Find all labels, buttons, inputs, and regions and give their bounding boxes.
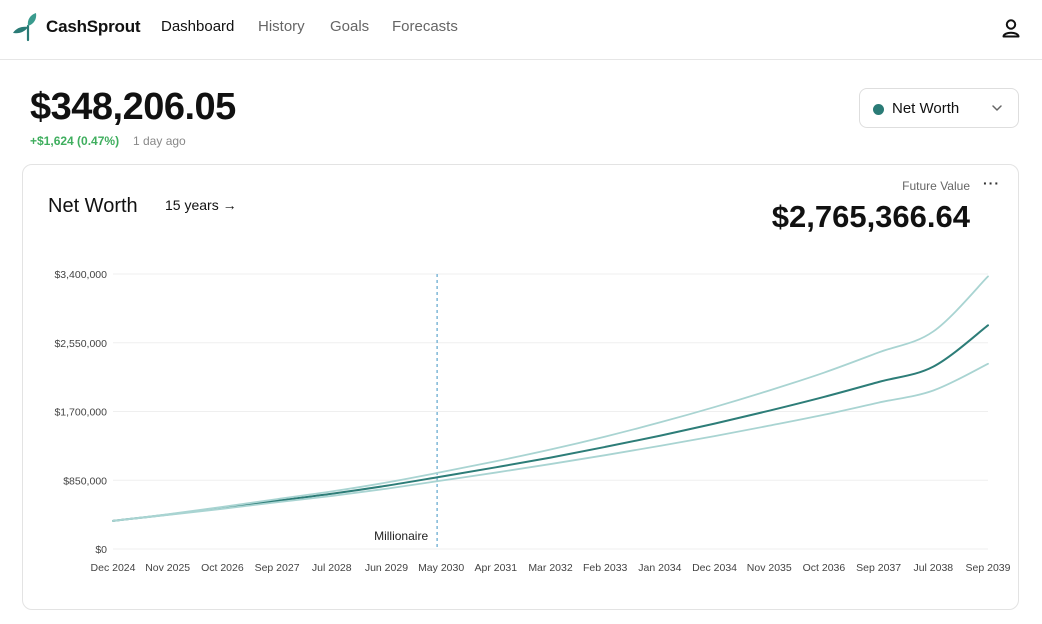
top-nav: CashSprout Dashboard History Goals Forec… [0, 0, 1042, 60]
series-line-main [112, 324, 989, 522]
y-tick-label: $2,550,000 [54, 338, 107, 350]
series-color-dot [873, 104, 884, 115]
x-tick-label: Feb 2033 [583, 562, 628, 574]
forecast-card: Net Worth 15 years → Future Value ··· $2… [22, 164, 1019, 610]
more-options-icon[interactable]: ··· [983, 175, 1000, 191]
y-tick-label: $850,000 [63, 475, 107, 487]
x-tick-label: Dec 2034 [692, 562, 737, 574]
nav-forecasts[interactable]: Forecasts [392, 18, 458, 35]
x-tick-label: Dec 2024 [91, 562, 136, 574]
account-selector[interactable]: Net Worth [859, 88, 1019, 128]
x-tick-label: Jan 2034 [638, 562, 681, 574]
nav-goals[interactable]: Goals [330, 18, 370, 35]
x-tick-label: Sep 2027 [255, 562, 300, 574]
brand-name[interactable]: CashSprout [46, 17, 141, 36]
future-value-label: Future Value [902, 179, 970, 193]
x-tick-label: Sep 2037 [856, 562, 901, 574]
card-title: Net Worth [48, 195, 138, 217]
y-tick-label: $0 [95, 544, 107, 556]
balance-value: $348,206.05 [30, 86, 236, 128]
y-tick-label: $1,700,000 [54, 407, 107, 419]
future-value: $2,765,366.64 [771, 199, 970, 234]
chevron-down-icon [992, 105, 1002, 111]
user-icon[interactable] [1000, 17, 1022, 39]
nav-dashboard[interactable]: Dashboard [161, 18, 235, 35]
x-tick-label: Mar 2032 [528, 562, 573, 574]
x-tick-label: Sep 2039 [966, 562, 1011, 574]
nav-history[interactable]: History [258, 18, 305, 35]
x-tick-label: Apr 2031 [475, 562, 518, 574]
x-tick-label: Oct 2036 [803, 562, 846, 574]
x-tick-label: Jul 2038 [913, 562, 953, 574]
range-selector-button[interactable]: 15 years → [165, 197, 237, 213]
balance-change: +$1,624 (0.47%) [30, 134, 120, 148]
updated-time: 1 day ago [133, 134, 186, 148]
millionaire-marker-label: Millionaire [374, 529, 428, 543]
series-line-lower [112, 362, 989, 522]
series-line-upper [112, 275, 989, 522]
x-tick-label: Nov 2025 [145, 562, 190, 574]
x-tick-label: Jul 2028 [312, 562, 352, 574]
account-selector-label: Net Worth [892, 100, 960, 117]
x-tick-label: Jun 2029 [365, 562, 408, 574]
x-tick-label: Oct 2026 [201, 562, 244, 574]
y-tick-label: $3,400,000 [54, 269, 107, 281]
sprout-logo-icon[interactable] [12, 12, 42, 42]
x-tick-label: Nov 2035 [747, 562, 792, 574]
x-tick-label: May 2030 [418, 562, 464, 574]
